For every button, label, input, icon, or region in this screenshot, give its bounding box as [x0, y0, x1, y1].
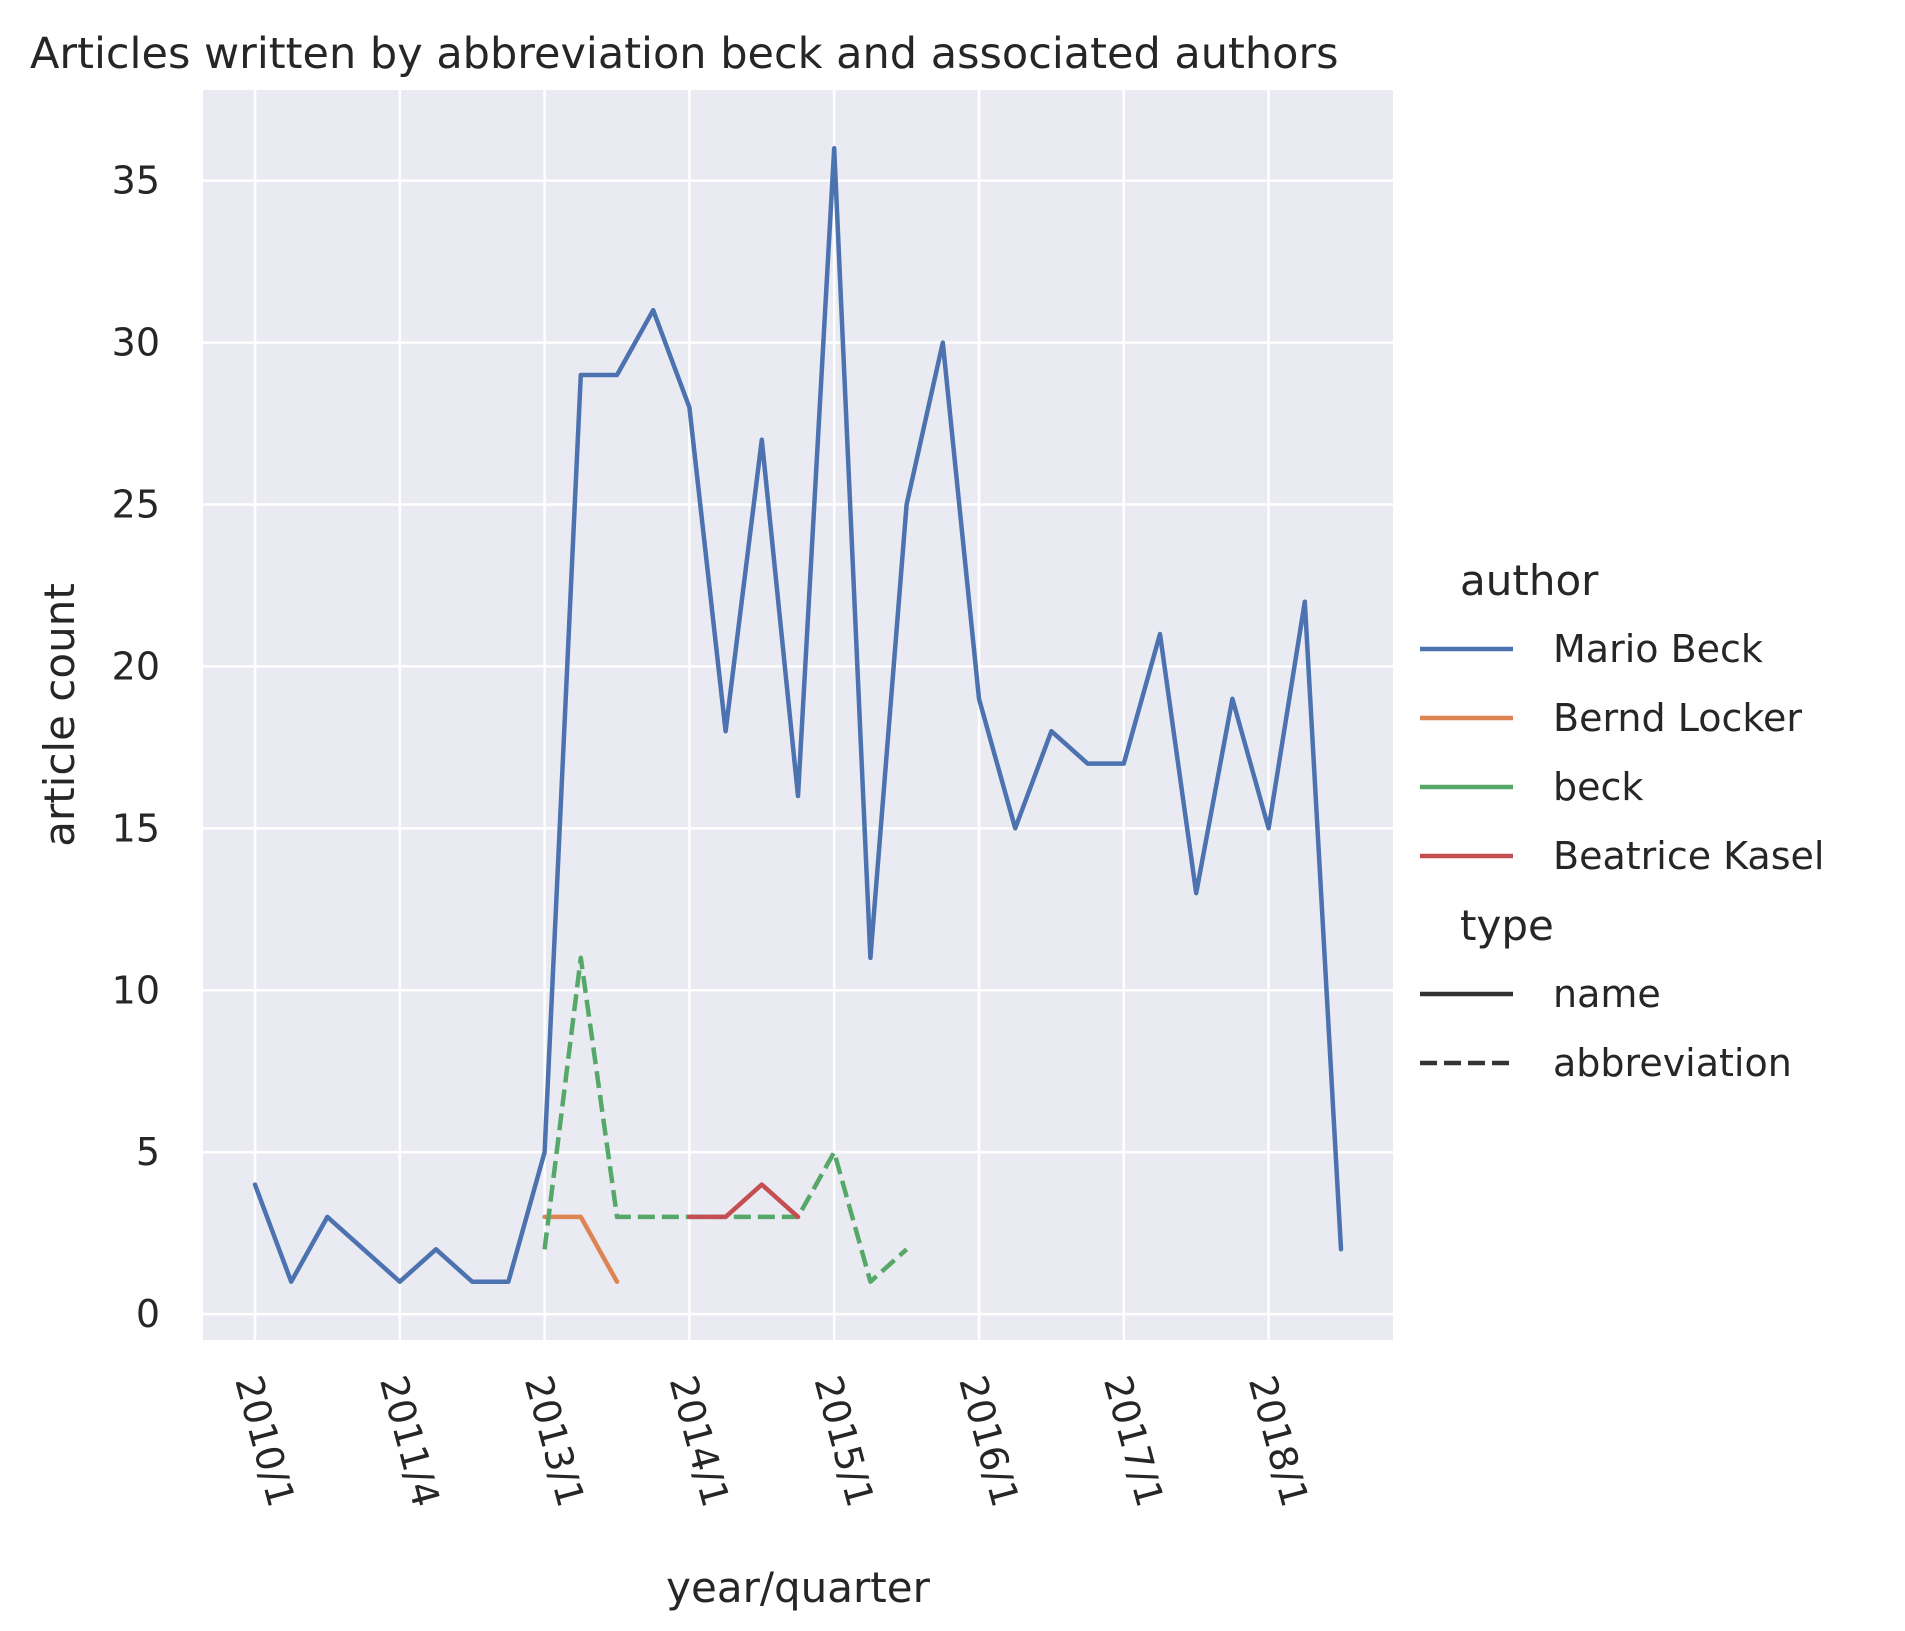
series-line	[542, 1214, 620, 1284]
series-line	[687, 1182, 801, 1220]
x-tick-label: 2018/1	[1240, 1371, 1317, 1512]
legend-item: abbreviation	[1553, 1041, 1792, 1085]
legend: author Mario Beck Bernd Locker beck Beatrice…	[1420, 556, 1824, 1085]
legend-item: Bernd Locker	[1553, 696, 1802, 740]
y-tick-labels: 0 5 10 15 20 25 30 35	[112, 159, 160, 1336]
plot-area	[203, 90, 1393, 1340]
y-tick-label: 10	[112, 968, 160, 1012]
legend-title-author: author	[1460, 556, 1599, 605]
legend-item: Mario Beck	[1553, 627, 1763, 671]
x-tick-label: 2016/1	[950, 1371, 1027, 1512]
legend-title-type: type	[1460, 901, 1554, 950]
x-tick-label: 2015/1	[806, 1371, 883, 1512]
legend-item: beck	[1553, 765, 1643, 809]
x-axis-label: year/quarter	[666, 1563, 930, 1612]
y-tick-label: 35	[112, 159, 160, 203]
y-tick-label: 15	[112, 806, 160, 850]
x-tick-label: 2017/1	[1095, 1371, 1172, 1512]
legend-item: name	[1553, 972, 1661, 1016]
y-tick-label: 5	[136, 1130, 160, 1174]
x-tick-labels: 2010/1 2011/4 2013/1 2014/1 2015/1 2016/1 2017…	[226, 1371, 1317, 1512]
x-tick-label: 2010/1	[226, 1371, 303, 1512]
y-tick-label: 20	[112, 644, 160, 688]
x-tick-label: 2011/4	[371, 1371, 448, 1512]
series-line	[252, 146, 1344, 1284]
x-tick-label: 2013/1	[516, 1371, 593, 1512]
series-lines	[252, 146, 1344, 1284]
y-axis-label: article count	[35, 583, 84, 847]
x-tick-label: 2014/1	[661, 1371, 738, 1512]
y-tick-label: 30	[112, 321, 160, 365]
chart-title: Articles written by abbreviation beck an…	[30, 29, 1339, 79]
y-tick-label: 0	[136, 1292, 160, 1336]
legend-item: Beatrice Kasel	[1553, 834, 1824, 878]
y-tick-label: 25	[112, 483, 160, 527]
